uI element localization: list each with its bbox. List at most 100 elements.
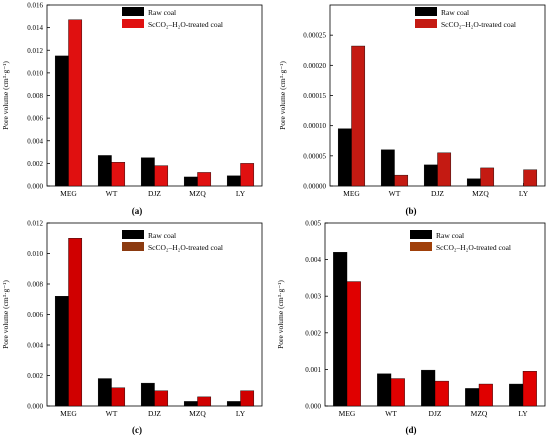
bar-meg-raw xyxy=(333,252,348,407)
y-tick-label: 0.006 xyxy=(27,115,43,123)
legend-label: ScCO₂–H₂O-treated coal xyxy=(441,20,516,29)
x-tick-label: LY xyxy=(519,189,529,198)
y-tick-label: 0.006 xyxy=(27,311,43,319)
x-tick-label: MEG xyxy=(343,189,360,198)
bar-wt-raw xyxy=(97,378,112,407)
legend-label: Raw coal xyxy=(148,231,176,240)
legend-label: Raw coal xyxy=(148,8,176,17)
y-tick-label: 0.000 xyxy=(27,183,43,191)
y-tick-label: 0.008 xyxy=(27,92,43,100)
legend-swatch xyxy=(122,242,144,251)
x-tick-label: DJZ xyxy=(148,409,161,418)
bar-meg-treated xyxy=(68,238,83,407)
bar-meg-treated xyxy=(68,19,83,187)
y-tick-label: 0.002 xyxy=(27,160,43,168)
y-tick-label: 0.002 xyxy=(27,372,43,380)
y-tick-label: 0.00010 xyxy=(303,122,326,130)
x-tick-label: LY xyxy=(236,409,246,418)
chart-panel-d: 0.000 0.001 0.002 0.003 0.004 0.005 Pore volum… xyxy=(276,220,546,435)
legend-label: ScCO₂–H₂O-treated coal xyxy=(436,243,511,252)
legend-swatch xyxy=(415,19,437,28)
bar-meg-treated xyxy=(351,45,366,187)
bar-meg-raw xyxy=(337,128,352,187)
x-tick-label: LY xyxy=(236,189,246,198)
legend-swatch xyxy=(410,242,432,251)
bar-ly-treated xyxy=(522,371,537,407)
bar-djz-treated xyxy=(154,390,169,407)
x-tick-label: MZQ xyxy=(471,409,488,418)
bar-mzq-treated xyxy=(197,396,212,407)
chart-panel-c: 0.000 0.002 0.004 0.006 0.008 0.010 0.012 Pore … xyxy=(1,220,263,435)
y-axis-label: Pore volume (cm³·g⁻¹) xyxy=(276,280,285,349)
panel-label: (b) xyxy=(406,206,417,216)
x-tick-label: MZQ xyxy=(189,409,206,418)
x-tick-label: LY xyxy=(518,409,528,418)
x-tick-label: MZQ xyxy=(472,189,489,198)
y-axis-label: Pore volume (cm³·g⁻¹) xyxy=(1,61,10,130)
bar-meg-raw xyxy=(54,295,69,407)
y-tick-label: 0.000 xyxy=(27,403,43,411)
panel-label: (c) xyxy=(132,425,142,435)
y-tick-label: 0.016 xyxy=(27,2,43,10)
y-tick-label: 0.004 xyxy=(305,256,321,264)
legend-swatch xyxy=(415,7,437,16)
bar-ly-treated xyxy=(240,390,255,407)
bar-mzq-treated xyxy=(478,383,493,407)
bar-ly-raw xyxy=(509,383,524,407)
bar-wt-treated xyxy=(111,387,126,407)
bar-djz-treated xyxy=(154,165,169,187)
bar-mzq-treated xyxy=(197,172,212,187)
y-tick-label: 0.00000 xyxy=(303,183,326,191)
bar-wt-raw xyxy=(377,373,392,407)
bar-ly-treated xyxy=(523,169,538,187)
bar-djz-treated xyxy=(437,152,452,187)
bar-wt-treated xyxy=(111,162,126,187)
y-tick-label: 0.00020 xyxy=(303,62,326,70)
y-tick-label: 0.005 xyxy=(305,220,321,228)
legend-label: Raw coal xyxy=(436,231,464,240)
y-tick-label: 0.00015 xyxy=(303,92,326,100)
bar-ly-treated xyxy=(240,163,255,187)
bar-djz-raw xyxy=(140,157,155,187)
y-tick-label: 0.008 xyxy=(27,281,43,289)
x-tick-label: DJZ xyxy=(429,409,442,418)
legend-label: ScCO₂–H₂O-treated coal xyxy=(148,20,223,29)
y-tick-label: 0.004 xyxy=(27,137,43,145)
x-tick-label: DJZ xyxy=(431,189,444,198)
legend-swatch xyxy=(122,7,144,16)
legend-label: Raw coal xyxy=(441,8,469,17)
y-tick-label: 0.010 xyxy=(27,250,43,258)
legend-label: ScCO₂–H₂O-treated coal xyxy=(148,243,223,252)
y-tick-label: 0.003 xyxy=(305,293,321,301)
y-axis-label: Pore volume (cm³·g⁻¹) xyxy=(278,61,287,130)
y-tick-label: 0.00025 xyxy=(303,32,326,40)
bar-meg-raw xyxy=(54,55,69,187)
x-tick-label: MEG xyxy=(60,189,77,198)
bar-wt-treated xyxy=(390,378,405,407)
bar-mzq-treated xyxy=(480,167,495,187)
legend-swatch xyxy=(410,230,432,239)
bar-djz-raw xyxy=(140,382,155,407)
y-tick-label: 0.014 xyxy=(27,24,43,32)
y-tick-label: 0.00005 xyxy=(303,152,326,160)
panel-label: (d) xyxy=(406,425,417,435)
legend-swatch xyxy=(122,230,144,239)
bar-mzq-raw xyxy=(466,178,481,187)
bar-wt-raw xyxy=(97,155,112,187)
y-tick-label: 0.000 xyxy=(305,403,321,411)
bar-meg-treated xyxy=(346,281,361,407)
panel-label: (a) xyxy=(132,206,143,216)
x-tick-label: MEG xyxy=(60,409,77,418)
bar-mzq-raw xyxy=(183,401,198,407)
x-tick-label: WT xyxy=(106,189,118,198)
bar-mzq-raw xyxy=(183,176,198,187)
bar-wt-treated xyxy=(394,174,409,187)
bar-mzq-raw xyxy=(465,388,480,407)
x-tick-label: WT xyxy=(389,189,401,198)
bar-djz-treated xyxy=(434,380,449,407)
bar-djz-raw xyxy=(421,369,436,407)
bar-ly-raw xyxy=(226,175,241,187)
x-tick-label: DJZ xyxy=(148,189,161,198)
chart-panel-b: 0.00000 0.00005 0.00010 0.00015 0.00020 0.000… xyxy=(278,4,546,216)
